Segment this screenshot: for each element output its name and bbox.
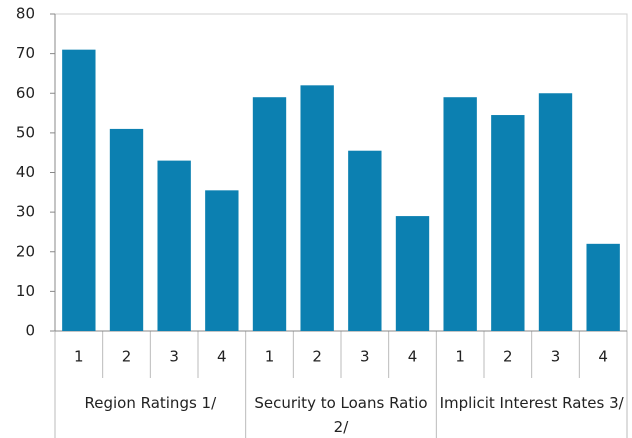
y-tick-label: 40: [16, 163, 35, 181]
bar: [157, 160, 191, 331]
group-label: Security to Loans Ratio 2/: [254, 394, 428, 436]
bar: [109, 128, 144, 331]
bar: [205, 190, 239, 331]
group-label: Region Ratings 1/: [84, 394, 217, 412]
y-tick-label: 30: [16, 203, 35, 221]
x-tick-label: 3: [169, 348, 179, 366]
bar: [62, 49, 96, 331]
x-tick-label: 4: [217, 348, 227, 366]
bar: [443, 97, 477, 332]
y-tick-label: 10: [16, 282, 35, 300]
x-tick-label: 4: [408, 348, 418, 366]
x-tick-label: 1: [74, 348, 84, 366]
bar: [586, 243, 620, 331]
bar: [252, 97, 287, 332]
bar: [395, 216, 430, 331]
x-tick-label: 2: [312, 348, 322, 366]
x-tick-label: 4: [598, 348, 608, 366]
y-tick-label: 50: [16, 123, 35, 141]
bar: [300, 85, 334, 331]
bar: [348, 150, 382, 331]
x-tick-label: 3: [551, 348, 561, 366]
y-tick-label: 0: [25, 322, 35, 340]
bar: [538, 93, 573, 331]
y-tick-label: 20: [16, 242, 35, 260]
x-tick-label: 3: [360, 348, 370, 366]
bar: [491, 115, 525, 331]
y-tick-label: 80: [16, 5, 35, 23]
y-tick-label: 60: [16, 84, 35, 102]
x-tick-label: 1: [455, 348, 465, 366]
x-tick-label: 1: [265, 348, 275, 366]
group-label: Implicit Interest Rates 3/: [439, 394, 624, 412]
y-tick-label: 70: [16, 44, 35, 62]
x-tick-label: 2: [122, 348, 132, 366]
x-tick-label: 2: [503, 348, 513, 366]
